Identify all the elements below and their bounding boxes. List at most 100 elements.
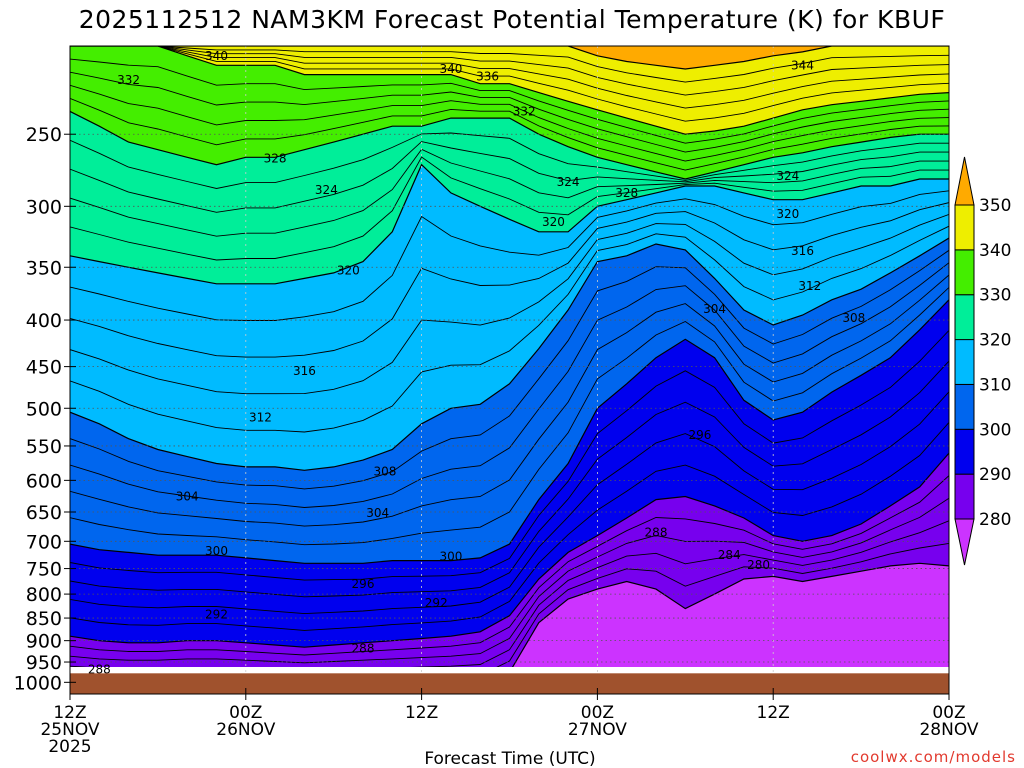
contour-label: 344: [791, 58, 814, 72]
y-tick-label: 250: [26, 124, 62, 146]
x-tick-label: 25NOV: [40, 720, 99, 740]
theta-band-300: [70, 238, 949, 564]
isoline-298: [70, 330, 949, 581]
y-tick-label: 500: [26, 398, 62, 420]
contour-label: 304: [366, 506, 389, 520]
contour-label: 316: [791, 244, 814, 258]
isoline-338: [70, 58, 949, 144]
x-tick-label: 00Z: [932, 703, 965, 723]
contour-label: 340: [439, 62, 462, 76]
contour-label: 324: [776, 169, 799, 183]
contour-label-layer: 340 332 340 336 344 332 328 324 328 324 324 320 320 3…: [88, 49, 865, 677]
y-tick-label: 750: [26, 559, 62, 581]
isoline-344: [70, 46, 949, 109]
y-tick-label: 1000: [14, 672, 62, 694]
isoline-286: [70, 497, 949, 664]
isoline-296: [70, 360, 949, 598]
contour-label: 324: [315, 183, 338, 197]
contour-label: 292: [425, 596, 448, 610]
contour-label: 332: [513, 104, 536, 118]
y-tick-label: 400: [26, 310, 62, 332]
isentrope-290: [70, 452, 949, 648]
y-tick-label: 300: [26, 196, 62, 218]
contour-label: 308: [374, 465, 397, 479]
isoline-334: [70, 84, 949, 162]
isoline-324: [70, 148, 949, 237]
theta-fill-layer: [70, 46, 949, 667]
theta-band-340: [70, 46, 949, 135]
theta-band-330: [70, 46, 949, 179]
contour-label: 288: [88, 662, 111, 676]
isoline-316: [70, 202, 949, 358]
colorbar: 350 340 330 320 310 300 290 280: [954, 156, 1011, 566]
contour-label: 284: [718, 548, 741, 562]
contour-label: 300: [439, 549, 462, 563]
y-tick-label: 800: [26, 584, 62, 606]
contour-label: 328: [264, 152, 287, 166]
colorbar-segment: [954, 249, 975, 296]
isoline-318: [70, 190, 949, 321]
isentrope-310: [70, 237, 949, 471]
isentrope-line-layer: [70, 46, 949, 667]
y-tick-label: 900: [26, 631, 62, 653]
colorbar-label: 330: [979, 286, 1011, 306]
y-tick-label: 700: [26, 531, 62, 553]
colorbar-label: 340: [979, 241, 1011, 261]
isoline-342: [70, 46, 949, 122]
theta-band-290: [70, 299, 949, 648]
colorbar-segment: [954, 383, 975, 430]
colorbar-label: 280: [979, 510, 1011, 530]
y-axis: 2503003504004505005506006507007508008509…: [14, 124, 76, 694]
isentrope-300: [70, 299, 949, 564]
isentrope-280: [511, 562, 949, 667]
isentrope-330: [70, 110, 949, 180]
y-tick-label: 650: [26, 502, 62, 524]
credit-text: coolwx.com/models: [851, 748, 1016, 766]
isoline-322: [70, 156, 949, 261]
contour-label: 320: [776, 207, 799, 221]
colorbar-label: 310: [979, 375, 1011, 395]
x-tick-label: 00Z: [581, 703, 614, 723]
colorbar-label: 350: [979, 196, 1011, 216]
ground-layer: [70, 673, 949, 694]
contour-label: 292: [205, 607, 228, 621]
contour-label: 328: [615, 186, 638, 200]
isoline-302: [70, 287, 949, 546]
isoline-326: [70, 141, 949, 213]
chart-title: 2025112512 NAM3KM Forecast Potential Tem…: [79, 5, 946, 34]
colorbar-segment: [954, 294, 975, 341]
colorbar-segment: [954, 473, 975, 520]
colorbar-segment: [954, 204, 975, 251]
x-axis-title: Forecast Time (UTC): [424, 749, 595, 768]
x-tick-label: 26NOV: [216, 720, 275, 740]
x-tick-label: 27NOV: [568, 720, 627, 740]
contour-label: 316: [293, 364, 316, 378]
contour-label: 296: [352, 577, 375, 591]
contour-label: 308: [842, 311, 865, 325]
isentrope-320: [70, 163, 949, 285]
colorbar-segment: [954, 428, 975, 475]
isoline-284: [70, 520, 949, 667]
colorbar-bottom-arrow: [954, 518, 975, 566]
x-tick-label: 12Z: [53, 703, 86, 723]
isoline-346: [70, 46, 949, 96]
contour-label: 332: [117, 73, 140, 87]
colorbar-top-arrow: [954, 156, 975, 206]
isoline-282: [496, 542, 949, 667]
y-tick-label: 950: [26, 652, 62, 674]
isoline-288: [70, 475, 949, 656]
contour-label: 300: [205, 544, 228, 558]
contour-label: 320: [542, 215, 565, 229]
theta-band-320: [70, 111, 949, 284]
contour-label: 304: [176, 489, 199, 503]
isoline-294: [70, 391, 949, 615]
y-tick-label: 450: [26, 357, 62, 379]
contour-label: 312: [798, 279, 821, 293]
contour-label: 288: [645, 526, 668, 540]
plot-frame: [69, 45, 950, 695]
isoline-306: [70, 262, 949, 508]
isoline-304: [70, 274, 949, 527]
x-tick-label: 2025: [48, 737, 91, 757]
isoline-328: [70, 132, 949, 189]
